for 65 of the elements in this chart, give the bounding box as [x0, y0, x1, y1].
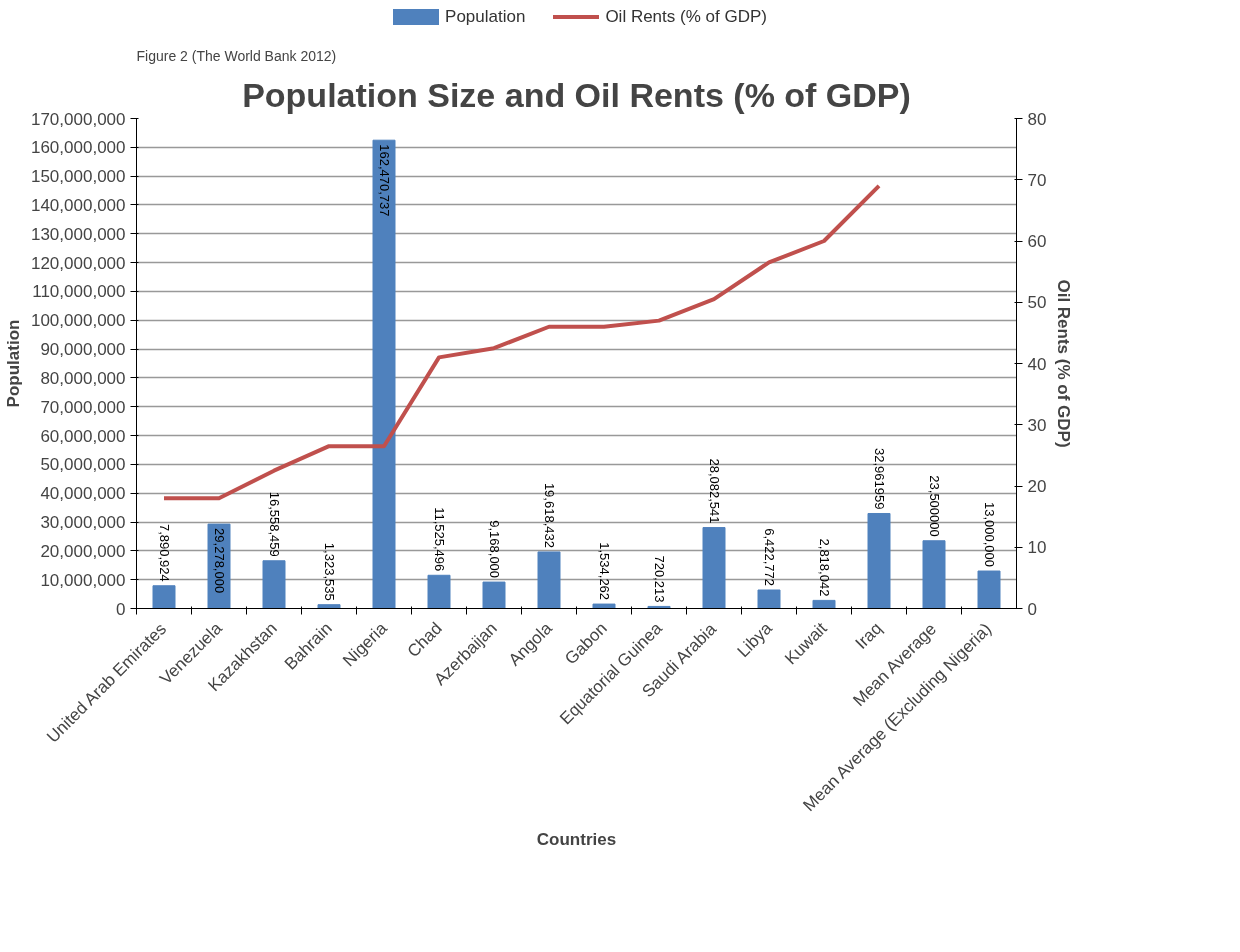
bar [867, 512, 891, 609]
y-tick-label: 60,000,000 [40, 426, 126, 446]
data-label: 28,082,541 [706, 458, 722, 524]
y-tick-label: 100,000,000 [30, 311, 126, 331]
bar [482, 581, 506, 609]
y-tick-label: 170,000,000 [30, 109, 126, 129]
y-tick-label: 140,000,000 [30, 195, 126, 215]
y2-tick-label: 50 [1027, 293, 1047, 313]
data-label: 162,470,737 [376, 144, 392, 217]
data-label: 1,323,535 [321, 542, 337, 601]
data-label: 32,961959 [871, 448, 887, 510]
y-tick-label: 30,000,000 [40, 513, 126, 533]
bar [812, 599, 836, 609]
data-label: 2,818,042 [816, 538, 832, 597]
data-label: 7,890,924 [156, 523, 172, 582]
data-label: 9,168,000 [486, 520, 502, 579]
bar [427, 574, 451, 609]
y-tick-label: 40,000,000 [40, 484, 126, 504]
x-axis-title: Countries [536, 829, 617, 849]
data-label: 19,618,432 [541, 482, 557, 548]
caption: Figure 2 (The World Bank 2012) [136, 47, 337, 64]
data-label: 1,534,262 [596, 542, 612, 601]
bar [537, 551, 561, 609]
data-label: 29,278,000 [211, 528, 227, 594]
bar [152, 585, 176, 609]
y2-tick-label: 60 [1027, 232, 1047, 251]
y2-tick-label: 10 [1027, 538, 1047, 558]
bar [977, 570, 1001, 609]
y-tick-label: 0 [116, 599, 126, 619]
y-tick-label: 10,000,000 [40, 570, 126, 590]
x-tick-label: Iraq [851, 618, 886, 653]
bar [262, 560, 286, 609]
y-tick-label: 70,000,000 [40, 397, 126, 417]
y-tick-label: 130,000,000 [30, 224, 126, 244]
y-tick-label: 50,000,000 [40, 455, 126, 475]
data-label: 6,422,772 [761, 528, 777, 586]
y2-tick-label: 0 [1027, 599, 1037, 619]
data-label: 23,500000 [926, 475, 942, 537]
y-tick-label: 90,000,000 [40, 340, 126, 360]
bar [317, 604, 341, 609]
bar [592, 603, 616, 609]
y-tick-label: 160,000,000 [30, 138, 126, 158]
bar [702, 527, 726, 609]
data-label: 720,213 [651, 555, 667, 603]
y2-tick-label: 30 [1027, 415, 1047, 435]
data-label: 13,000,000 [981, 501, 997, 568]
legend-label: Oil Rents (% of GDP) [605, 6, 767, 28]
y-tick-label: 20,000,000 [40, 541, 126, 561]
bar [757, 589, 781, 609]
y-tick-label: 110,000,000 [32, 282, 126, 302]
y2-tick-label: 20 [1027, 477, 1047, 496]
chart-title: Population Size and Oil Rents (% of GDP) [242, 75, 911, 114]
bar [922, 540, 946, 609]
data-label: 11,525,496 [431, 507, 447, 572]
y2-tick-label: 70 [1027, 170, 1047, 190]
y-axis-title: Population [3, 319, 23, 408]
y-tick-label: 80,000,000 [40, 368, 126, 388]
y2-tick-label: 80 [1027, 109, 1047, 129]
y2-tick-label: 40 [1027, 354, 1047, 374]
y-tick-label: 120,000,000 [30, 253, 126, 273]
y-tick-label: 150,000,000 [30, 167, 126, 187]
bar [372, 139, 396, 609]
data-label: 16,558,459 [266, 491, 282, 557]
y2-axis-title: Oil Rents (% of GDP) [1054, 279, 1074, 448]
legend-label: Population [445, 6, 526, 28]
